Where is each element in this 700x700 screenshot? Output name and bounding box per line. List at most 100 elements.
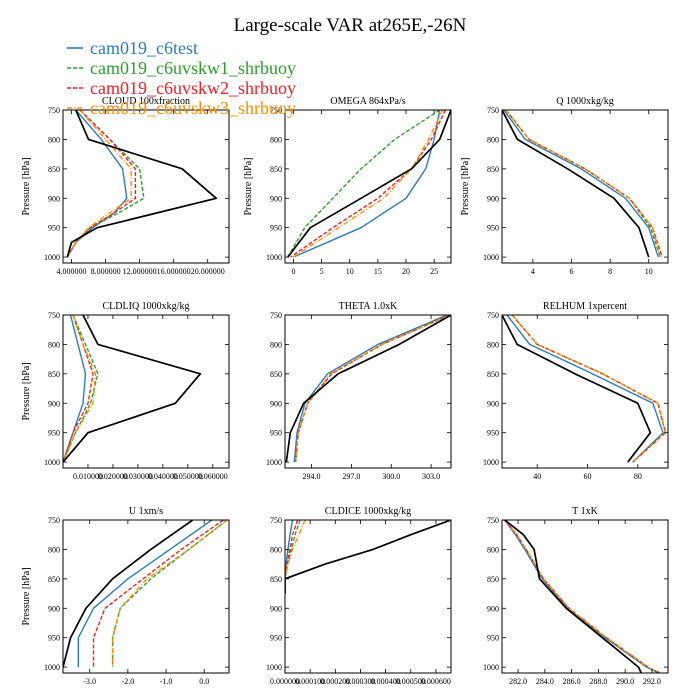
series-line [66,110,132,258]
series-line [294,315,450,463]
y-tick-label: 950 [270,429,282,438]
chart-panel: 750 800 850 900 950 1000 0 5 10 15 20 25 OMEGA 864xP… [243,96,452,276]
x-tick-label: 282.0 [509,677,527,686]
series-line [511,315,667,463]
x-tick-label: 4 [531,267,535,276]
y-tick-label: 850 [487,575,499,584]
plot-frame [284,109,452,264]
series-line [285,520,451,594]
series-line [505,110,661,258]
series-line [504,520,661,673]
x-tick-label: 0 [291,267,295,276]
series-line [92,520,224,668]
y-tick-label: 1000 [266,663,282,672]
y-tick-label: 750 [487,311,499,320]
y-tick-label: 750 [48,106,60,115]
x-tick-label: 15 [374,267,382,276]
x-tick-label: 0.0 [199,677,209,686]
x-tick-label: 6 [569,267,573,276]
series-line [502,315,652,463]
series-line [111,520,228,668]
y-tick-label: 900 [270,399,282,408]
series-line [511,315,667,463]
x-tick-label: 297.0 [342,472,360,481]
y-tick-label: 950 [270,224,282,233]
chart-panel: 750 800 850 900 950 1000 0.0100000.0200000.030… [21,301,230,481]
plot-frame [62,519,230,674]
series-line [111,520,228,668]
y-tick-label: 750 [48,516,60,525]
y-tick-label: 950 [48,634,60,643]
y-tick-label: 900 [48,604,60,613]
y-tick-label: 800 [270,135,282,144]
y-tick-label: 900 [487,194,499,203]
plot-frame [284,314,452,469]
chart-panel: 750 800 850 900 950 1000 4.000000 8.000000 12.00… [21,96,230,276]
series-line [63,315,97,463]
series-line [506,315,664,463]
x-tick-label: 284.0 [536,677,554,686]
y-tick-label: 750 [270,311,282,320]
y-tick-label: 900 [48,194,60,203]
series-line [285,520,301,594]
chart-panel: 750 800 850 900 950 1000 294.0 297.0 300.0 303.0 T… [266,301,452,481]
series-line [504,520,642,673]
y-tick-label: 800 [487,135,499,144]
x-tick-label: 0.040000 [148,472,178,481]
y-axis-label: Pressure [hPa] [21,362,32,420]
series-line [505,110,661,258]
chart-panel: 750 800 850 900 950 1000 -3.0 -2.0 -1.0 0.0 U 1xm/… [21,506,230,686]
x-tick-label: 60 [584,472,592,481]
x-tick-label: 0.020000 [98,472,128,481]
x-tick-label: -1.0 [160,677,173,686]
x-tick-label: -2.0 [122,677,135,686]
x-tick-label: -3.0 [83,677,96,686]
x-tick-label: 10 [346,267,354,276]
plot-frame [501,314,669,469]
series-line [504,520,661,673]
y-axis-label: Pressure [hPa] [460,157,471,215]
y-tick-label: 950 [487,429,499,438]
panel-title: T 1xK [572,506,598,517]
y-tick-label: 850 [270,165,282,174]
x-tick-label: 4.000000 [57,267,87,276]
y-tick-label: 850 [48,575,60,584]
x-tick-label: 0.030000 [123,472,153,481]
series-line [285,315,451,463]
series-line [287,110,441,258]
y-tick-label: 800 [48,135,60,144]
panel-title: CLOUD 100xfraction [102,96,190,107]
legend-label: cam019_c6uvskw3_shrbuoy [90,98,296,118]
chart-panel: 75080085090095010000.0000000.0001000.000… [266,506,452,686]
y-axis-label: Pressure [hPa] [21,567,32,625]
x-tick-label: 20 [402,267,410,276]
y-axis-label: Pressure [hPa] [21,157,32,215]
series-line [77,520,213,668]
y-tick-label: 750 [270,106,282,115]
y-tick-label: 900 [270,194,282,203]
y-axis-label: Pressure [hPa] [243,157,254,215]
panel-title: U 1xm/s [129,506,163,517]
chart-panel: 750 800 850 900 950 1000 282.0 284.0 286.0 288.0 2… [483,506,669,686]
x-tick-label: 10 [645,267,653,276]
series-line [293,315,448,463]
y-tick-label: 800 [48,545,60,554]
y-tick-label: 1000 [44,663,60,672]
y-tick-label: 1000 [483,458,499,467]
legend-label: cam019_c6uvskw2_shrbuoy [90,78,296,98]
series-line [285,520,299,594]
series-line [63,520,194,668]
y-tick-label: 1000 [44,458,60,467]
x-tick-label: 0.000100 [295,677,325,686]
series-line [287,110,451,258]
plot-frame [62,109,230,264]
series-line [502,110,650,258]
x-tick-label: 0.000000 [270,677,300,686]
plot-frame [62,314,230,469]
y-tick-label: 1000 [266,458,282,467]
y-tick-label: 950 [48,224,60,233]
series-line [66,110,137,258]
y-tick-label: 950 [270,634,282,643]
x-tick-label: 0.010000 [73,472,103,481]
